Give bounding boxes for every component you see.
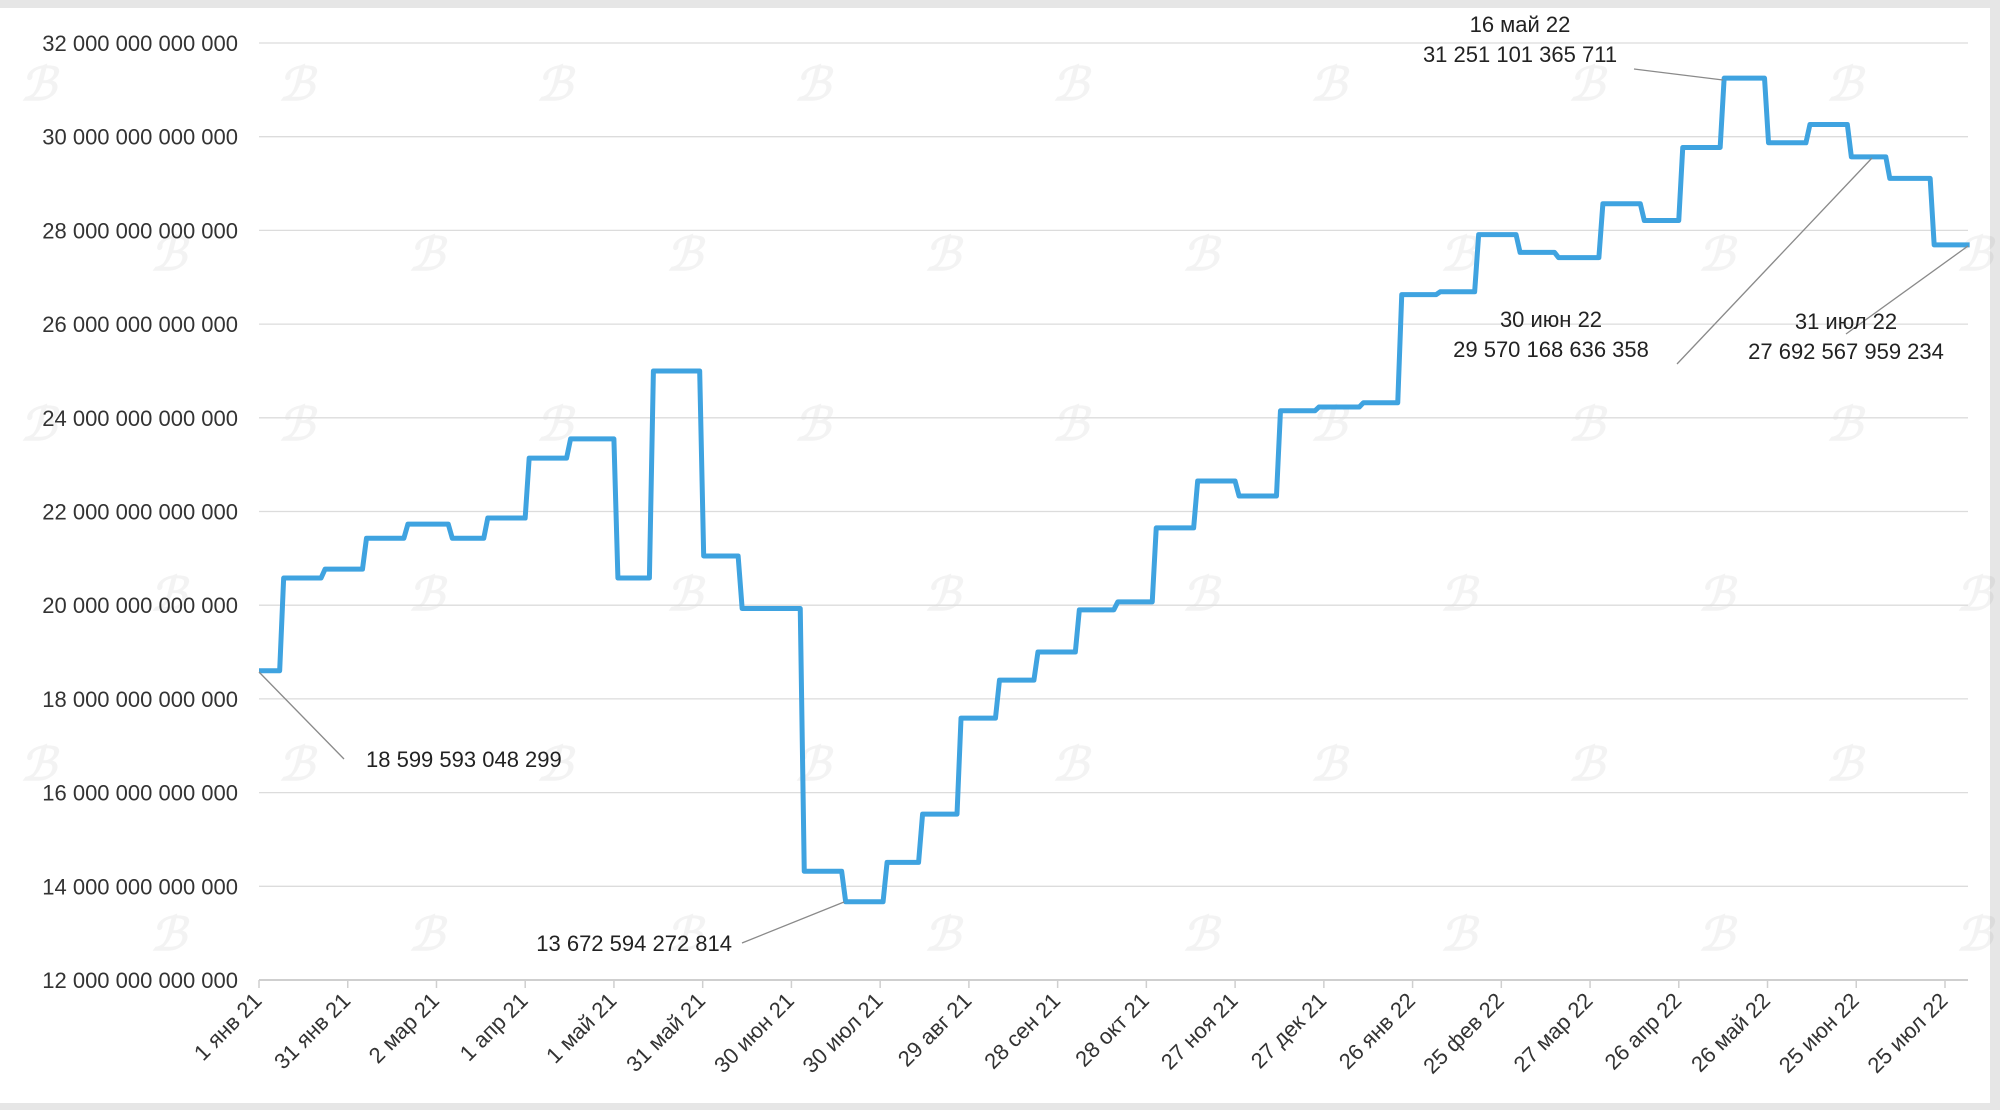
watermark-logo: ℬ (1956, 908, 1996, 960)
annotation-leader-line (1633, 68, 1724, 81)
watermark-logo: ℬ (408, 568, 448, 620)
watermark-logo: ℬ (1052, 398, 1092, 450)
y-tick-label: 12 000 000 000 000 (42, 968, 238, 993)
watermark-logo: ℬ (150, 228, 190, 280)
watermark-logo: ℬ (1826, 58, 1866, 110)
watermark-logo: ℬ (278, 738, 318, 790)
x-tick-label: 30 июн 21 (709, 988, 799, 1078)
x-tick-label: 25 фев 22 (1418, 988, 1509, 1079)
annotation-leader-line (1845, 245, 1969, 335)
x-tick-label: 28 сен 21 (979, 988, 1065, 1074)
y-tick-label: 24 000 000 000 000 (42, 406, 238, 431)
x-tick-label: 30 июл 21 (798, 988, 888, 1078)
watermark-logo: ℬ (1440, 228, 1480, 280)
watermark-logo: ℬ (1182, 228, 1222, 280)
watermark-logo: ℬ (1440, 908, 1480, 960)
watermark-logo: ℬ (1568, 738, 1608, 790)
x-tick-label: 26 май 22 (1686, 988, 1775, 1077)
annotation-leader-line (741, 901, 845, 944)
watermark-logo: ℬ (1440, 568, 1480, 620)
watermark-logo: ℬ (1568, 398, 1608, 450)
annotation-label: 31 июл 22 (1795, 309, 1897, 334)
annotation-label: 13 672 594 272 814 (536, 931, 732, 956)
watermark-logo: ℬ (666, 908, 706, 960)
annotation-leader-line (258, 671, 345, 760)
watermark-logo: ℬ (1052, 738, 1092, 790)
watermark-logo: ℬ (536, 738, 576, 790)
watermark-logo: ℬ (1956, 228, 1996, 280)
watermark-logo: ℬ (150, 568, 190, 620)
watermark-logo: ℬ (1182, 908, 1222, 960)
watermark-logo: ℬ (666, 568, 706, 620)
x-tick-label: 2 мар 21 (364, 988, 444, 1068)
watermark-logo: ℬ (1826, 398, 1866, 450)
watermark-logo: ℬ (1698, 908, 1738, 960)
watermark-logo: ℬ (1182, 568, 1222, 620)
x-tick-label: 31 май 21 (621, 988, 710, 1077)
x-tick-label: 31 янв 21 (269, 988, 355, 1074)
y-tick-label: 18 000 000 000 000 (42, 687, 238, 712)
watermark-logo: ℬ (666, 228, 706, 280)
watermark-logo: ℬ (408, 228, 448, 280)
watermark-logo: ℬ (1956, 568, 1996, 620)
x-tick-label: 28 окт 21 (1070, 988, 1154, 1072)
watermark-logo: ℬ (278, 398, 318, 450)
x-tick-label: 29 авг 21 (893, 988, 977, 1072)
x-tick-label: 1 апр 21 (455, 988, 533, 1066)
watermark-logo: ℬ (924, 908, 964, 960)
data-series-line (259, 75, 1970, 905)
annotation-label: 27 692 567 959 234 (1748, 339, 1944, 364)
watermark-logo: ℬ (20, 398, 60, 450)
x-tick-label: 26 апр 22 (1600, 988, 1687, 1075)
y-tick-label: 30 000 000 000 000 (42, 125, 238, 150)
x-tick-label: 25 июл 22 (1863, 988, 1953, 1078)
watermark-logo: ℬ (408, 908, 448, 960)
watermark-logo: ℬ (924, 568, 964, 620)
annotation-label: 29 570 168 636 358 (1453, 337, 1649, 362)
y-tick-label: 16 000 000 000 000 (42, 781, 238, 806)
watermark-logo: ℬ (20, 58, 60, 110)
y-tick-label: 22 000 000 000 000 (42, 500, 238, 525)
watermark-logo: ℬ (924, 228, 964, 280)
y-tick-label: 26 000 000 000 000 (42, 312, 238, 337)
chart-card (0, 8, 1990, 1103)
x-tick-label: 1 май 21 (541, 988, 621, 1068)
watermark-logo: ℬ (1698, 228, 1738, 280)
watermark-logo: ℬ (150, 908, 190, 960)
x-tick-label: 26 янв 22 (1334, 988, 1420, 1074)
y-tick-label: 14 000 000 000 000 (42, 874, 238, 899)
watermark-logo: ℬ (1826, 738, 1866, 790)
annotation-label: 30 июн 22 (1500, 307, 1602, 332)
watermark-logo: ℬ (20, 738, 60, 790)
x-tick-label: 25 июн 22 (1774, 988, 1864, 1078)
annotation-label: 31 251 101 365 711 (1423, 42, 1617, 67)
watermark-logo: ℬ (794, 398, 834, 450)
watermark-logo: ℬ (1698, 568, 1738, 620)
x-tick-label: 27 мар 22 (1509, 988, 1598, 1077)
y-tick-label: 32 000 000 000 000 (42, 31, 238, 56)
y-tick-label: 20 000 000 000 000 (42, 593, 238, 618)
x-tick-label: 27 дек 21 (1246, 988, 1331, 1073)
annotation-label: 18 599 593 048 299 (366, 747, 562, 772)
y-tick-label: 28 000 000 000 000 (42, 218, 238, 243)
annotation-leader-line (1676, 157, 1873, 365)
x-tick-label: 1 янв 21 (189, 988, 267, 1066)
x-tick-label: 27 ноя 21 (1156, 988, 1243, 1075)
watermark-logo: ℬ (278, 58, 318, 110)
watermark-logo: ℬ (1052, 58, 1092, 110)
annotation-label: 16 май 22 (1470, 12, 1571, 37)
watermark-logo: ℬ (536, 58, 576, 110)
watermark-logo: ℬ (1310, 58, 1350, 110)
watermark-logo: ℬ (794, 58, 834, 110)
watermark-logo: ℬ (1310, 738, 1350, 790)
watermark-logo: ℬ (1568, 58, 1608, 110)
